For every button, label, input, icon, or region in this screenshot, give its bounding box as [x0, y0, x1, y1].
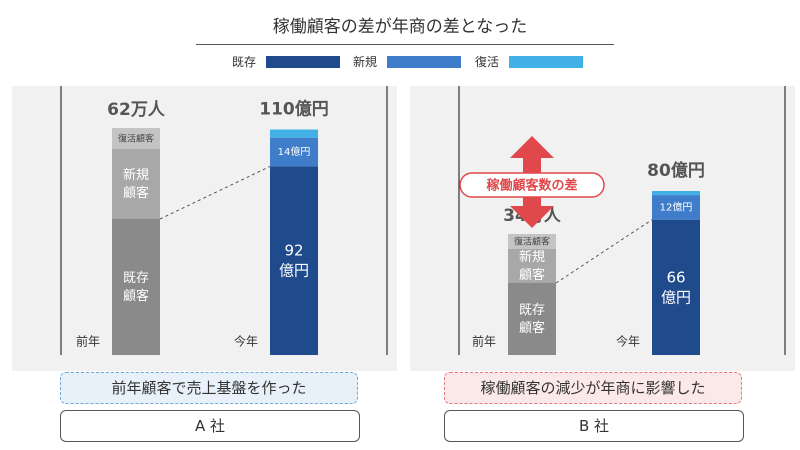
panel-a-prev-label-revival: 復活顧客 [118, 132, 154, 144]
panel-a-this-bar-revival [270, 129, 318, 138]
panel-b-prev-bar-new [508, 249, 556, 283]
panel-a-caption: 前年顧客で売上基盤を作った [60, 372, 358, 404]
company-b-label: B 社 [444, 410, 744, 442]
panel-a-prev-bar-existing [112, 219, 160, 355]
panel-b-difference-label-box [459, 172, 605, 198]
title-divider [196, 44, 614, 45]
panel-a-prev-label-existing: 既存顧客 [123, 271, 149, 304]
legend-label-existing: 既存 [232, 55, 257, 69]
panel-a-this-bar-existing [270, 166, 318, 355]
panel-a-connector-line [159, 165, 271, 220]
legend-swatch-new [387, 56, 461, 68]
legend-swatch-existing [266, 56, 340, 68]
panel-b-caption: 稼働顧客の減少が年商に影響した [444, 372, 742, 404]
panel-b-prev-label-existing: 既存顧客 [519, 303, 545, 336]
chart-title: 稼働顧客の差が年商の差となった [272, 17, 528, 37]
panel-a-background [12, 86, 397, 371]
panel-b-background [410, 86, 795, 371]
panel-a-this-bar-new [270, 137, 318, 167]
panel-b-category-prev: 前年 [472, 334, 496, 349]
panel-a-category-prev: 前年 [76, 334, 100, 349]
panel-b-this-bar-new [652, 195, 700, 220]
panel-b-this-total-label: 80億円 [647, 160, 705, 181]
panel-b-this-bar-revival [652, 191, 700, 196]
legend-label-revival: 復活 [475, 55, 500, 69]
panel-a-category-this: 今年 [234, 334, 258, 349]
panel-b-this-label-existing: 66 億円 [661, 268, 691, 306]
panel-b-prev-label-revival: 復活顧客 [514, 235, 550, 247]
legend-swatch-revival [509, 56, 583, 68]
panel-a-prev-bar-revival [112, 128, 160, 149]
panel-b-difference-label: 稼働顧客数の差 [486, 178, 577, 194]
panel-b-prev-bar-revival [508, 234, 556, 249]
panel-b-prev-label-new: 新規顧客 [519, 249, 545, 283]
panel-a-prev-bar-new [112, 149, 160, 219]
panel-a-prev-total-label: 62万人 [107, 100, 166, 120]
panel-a-this-label-new: 14億円 [278, 145, 311, 158]
panel-b-this-label-new: 12億円 [660, 200, 693, 213]
panel-b-category-this: 今年 [616, 334, 640, 349]
company-a-label: A 社 [60, 410, 360, 442]
panel-a-this-label-existing: 92 億円 [279, 241, 309, 279]
panel-a-this-total-label: 110億円 [259, 99, 329, 120]
panel-b-this-bar-existing [652, 219, 700, 355]
panel-b-connector-line [555, 219, 653, 284]
panel-b-prev-bar-existing [508, 283, 556, 355]
legend-label-new: 新規 [353, 55, 378, 69]
panel-a-prev-label-new: 新規顧客 [123, 167, 149, 201]
